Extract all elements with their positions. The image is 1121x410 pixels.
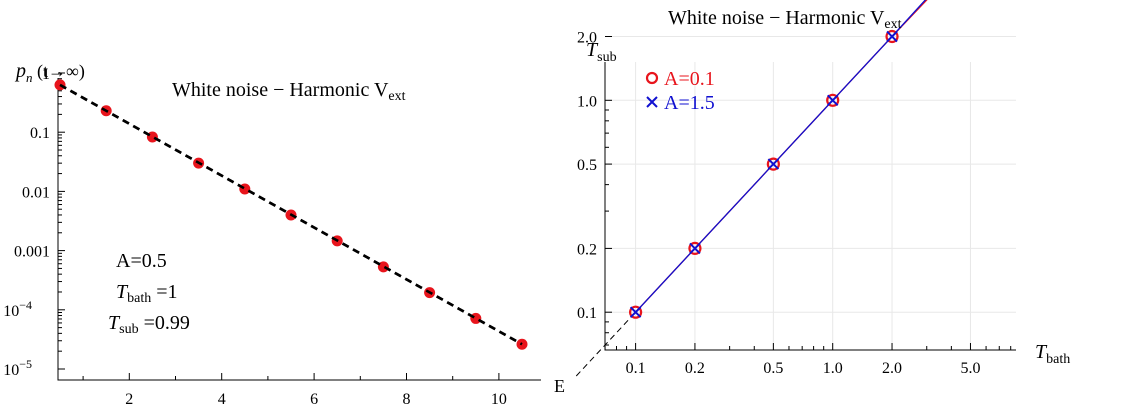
right-x-tick-label: 5.0 — [960, 360, 980, 377]
right-chart: 0.1 0.2 0.5 1.0 2.0 5.0 0.1 0.2 0.5 1.0 2.0 5.0 Wh… — [575, 0, 1070, 377]
right-y-tick-label: 0.1 — [577, 305, 597, 322]
left-data-point — [470, 312, 482, 324]
right-point-cross — [767, 158, 780, 170]
right-chart-title: White noise − Harmonic Vext — [668, 7, 902, 32]
left-y-tick-label: 1 — [42, 66, 50, 83]
left-data-point — [377, 261, 389, 273]
legend-label-a01: A=0.1 — [664, 68, 715, 90]
left-y-tick-label: 0.01 — [22, 184, 50, 201]
right-series-line-1 — [635, 0, 927, 313]
right-y-tick-label: 0.5 — [577, 157, 597, 174]
right-reference-line — [575, 0, 927, 377]
right-x-tick-label: 1.0 — [823, 360, 843, 377]
right-point-circle — [766, 157, 780, 171]
left-axes — [57, 78, 541, 381]
left-y-tick-label: 0.001 — [14, 244, 50, 261]
right-x-ticks: 0.1 0.2 0.5 1.0 2.0 5.0 — [604, 343, 1012, 377]
right-point-cross — [689, 242, 701, 255]
right-point-circle — [885, 29, 899, 44]
annotation-t-bath: Tbath =1 — [116, 281, 178, 306]
right-series-lines — [635, 0, 928, 313]
right-point-cross — [886, 30, 898, 43]
right-point-cross — [826, 94, 839, 107]
right-x-tick-label: 0.1 — [626, 360, 646, 377]
right-legend: A=0.1 A=1.5 — [645, 68, 715, 114]
left-parameter-annotation: A=0.5 Tbath =1 Tsub =0.99 — [108, 250, 190, 337]
right-point-cross — [629, 306, 642, 318]
right-x-tick-label: 2.0 — [882, 360, 902, 377]
left-y-tick-label: 10−5 — [3, 357, 32, 379]
left-x-tick-label: 10 — [491, 391, 507, 408]
left-x-tick-label: 2 — [125, 391, 133, 408]
right-x-tick-label: 0.5 — [763, 360, 783, 377]
left-y-axis-label: pn (t→∞) — [14, 60, 85, 85]
left-x-tick-label: 8 — [403, 391, 411, 408]
right-y-tick-label: 1.0 — [577, 93, 597, 110]
legend-marker-circle — [645, 71, 659, 85]
left-annotation-title: White noise − Harmonic Vext — [172, 79, 406, 104]
right-grid — [605, 36, 1016, 350]
left-data-points — [54, 79, 528, 350]
right-x-axis-label: Tbath — [1035, 341, 1070, 367]
right-x-tick-label: 0.2 — [685, 360, 705, 377]
left-y-tick-label: 0.1 — [30, 125, 50, 142]
left-y-tick-label: 10−4 — [3, 298, 32, 320]
right-y-tick-label: 0.2 — [577, 241, 597, 258]
left-y-ticks: 1 0.1 0.01 0.001 10−4 10−5 — [3, 66, 65, 379]
right-y-ticks: 0.10.20.51.02.05.0 — [577, 30, 612, 346]
right-series-line-0 — [635, 0, 928, 313]
left-x-ticks: 2 4 6 8 10 — [82, 373, 507, 408]
right-data-points — [628, 29, 899, 319]
right-y-tick-label: 2.0 — [577, 30, 597, 47]
left-x-tick-label: 6 — [310, 391, 318, 408]
right-y-axis-label: Tsub — [586, 39, 617, 65]
legend-label-a15: A=1.5 — [664, 92, 715, 114]
right-point-circle — [826, 93, 840, 107]
annotation-t-sub: Tsub =0.99 — [108, 312, 190, 337]
left-x-axis-label: E — [554, 376, 565, 396]
left-fit-line-overlay — [59, 83, 523, 346]
legend-marker-cross — [646, 96, 658, 108]
right-axes — [604, 62, 1016, 351]
left-x-tick-label: 4 — [218, 391, 226, 408]
right-point-circle — [628, 305, 643, 319]
annotation-amplitude: A=0.5 — [116, 250, 167, 272]
right-point-circle — [688, 241, 702, 256]
